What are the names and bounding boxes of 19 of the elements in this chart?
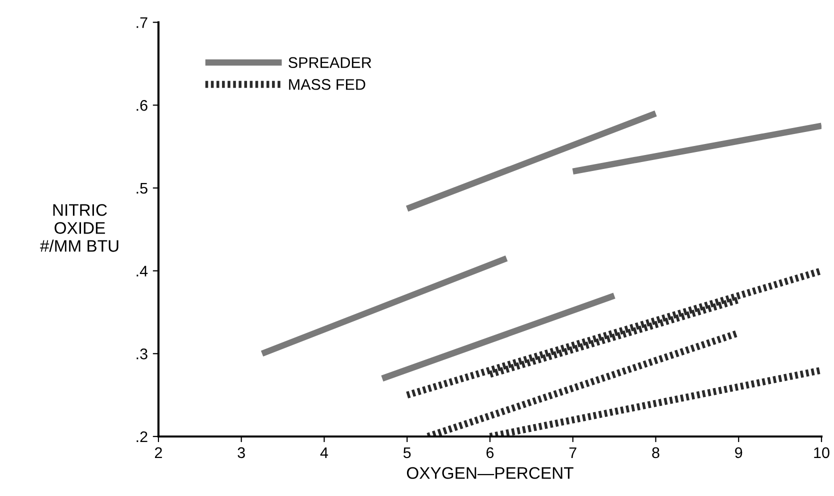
x-axis-title: OXYGEN—PERCENT [406, 467, 574, 479]
x-tick-label: 2 [154, 447, 162, 458]
y-tick-label: .5 [136, 183, 148, 194]
x-tick-label: 3 [238, 447, 245, 458]
y-tick-label: .2 [136, 431, 148, 442]
y-axis-title: NITRIC OXIDE #/MM BTU [40, 204, 118, 252]
x-tick-label: 5 [403, 447, 411, 458]
x-tick-label: 8 [652, 447, 660, 458]
legend-label: SPREADER [288, 57, 372, 68]
legend-label: MASS FED [289, 79, 366, 90]
x-tick-label: 7 [569, 447, 576, 458]
x-tick-label: 6 [486, 447, 494, 458]
x-tick-label: 9 [735, 447, 742, 458]
x-tick-label: 4 [320, 447, 328, 458]
y-tick-label: .4 [136, 266, 148, 276]
y-tick-label: .7 [136, 17, 148, 28]
y-tick-label: .6 [136, 100, 148, 111]
y-tick-label: .3 [136, 348, 148, 360]
x-tick-label: 10 [814, 447, 830, 458]
